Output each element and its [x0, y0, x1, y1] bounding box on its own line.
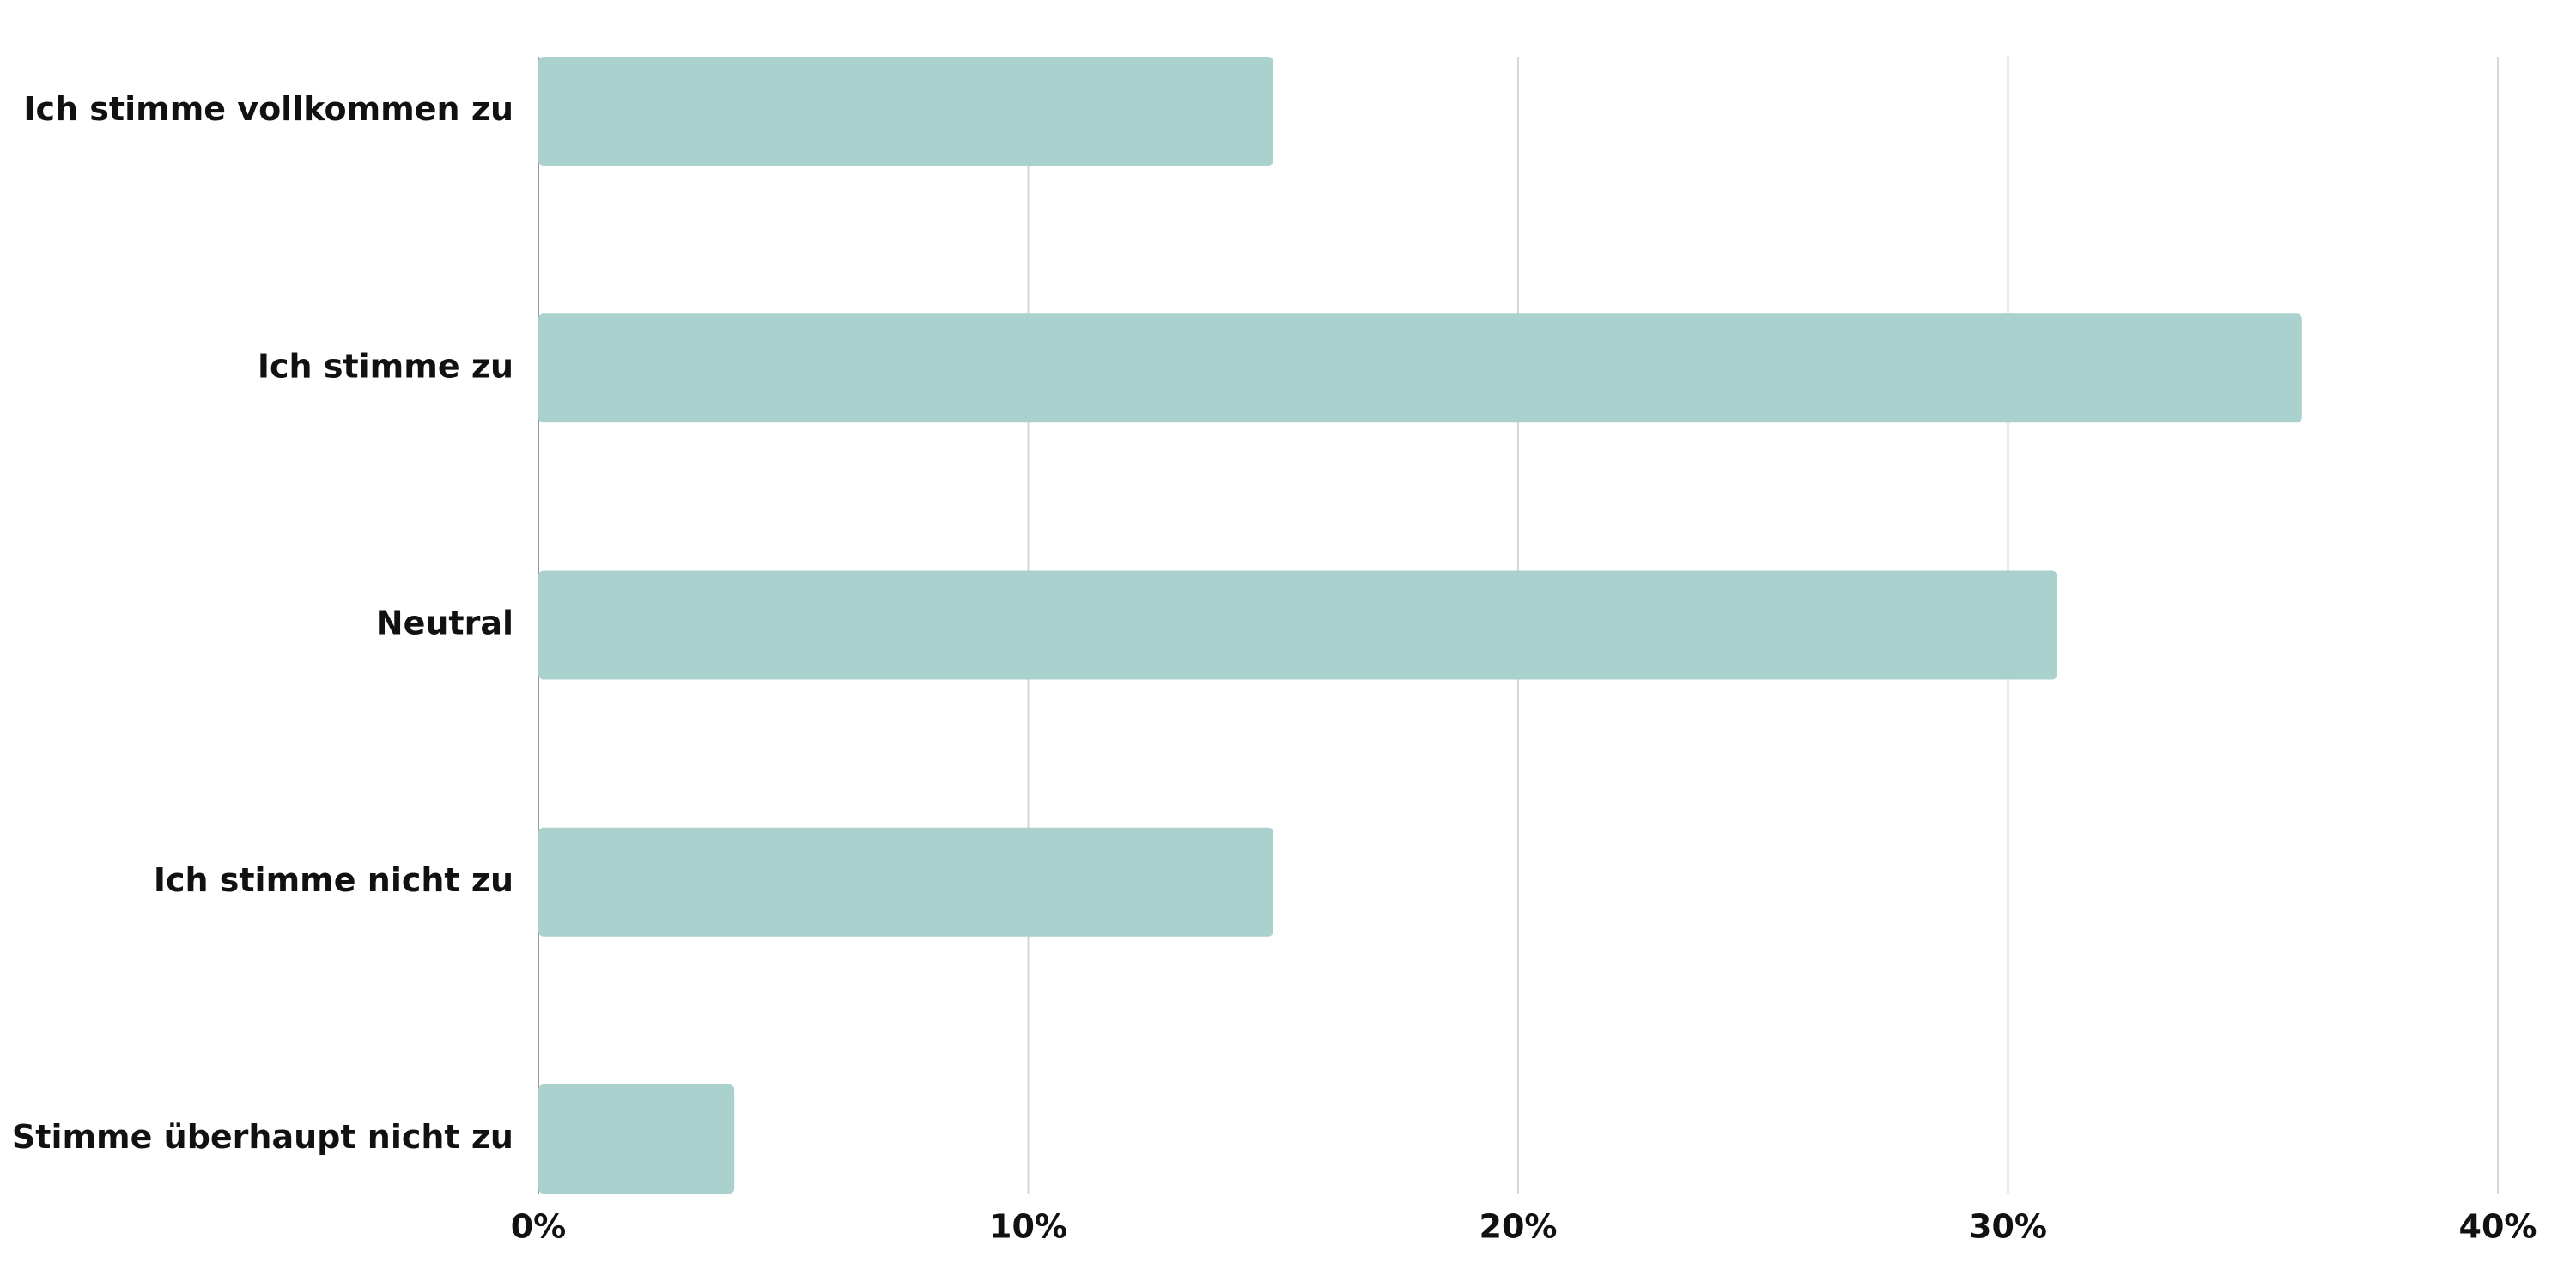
bar	[538, 827, 1273, 937]
y-tick-label: Stimme überhaupt nicht zu	[12, 1118, 513, 1156]
x-tick-label: 10%	[989, 1208, 1067, 1246]
x-tick-label: 20%	[1479, 1208, 1558, 1246]
x-tick-label: 40%	[2459, 1208, 2537, 1246]
bar	[538, 57, 1273, 166]
bar	[538, 570, 2057, 680]
y-tick-label: Neutral	[376, 605, 513, 642]
bar	[538, 1084, 735, 1194]
y-tick-label: Ich stimme nicht zu	[154, 861, 513, 899]
x-tick-label: 0%	[511, 1208, 567, 1246]
y-tick-label: Ich stimme vollkommen zu	[23, 90, 513, 128]
x-tick-label: 30%	[1969, 1208, 2047, 1246]
y-tick-label: Ich stimme zu	[258, 347, 513, 385]
bar	[538, 313, 2302, 423]
